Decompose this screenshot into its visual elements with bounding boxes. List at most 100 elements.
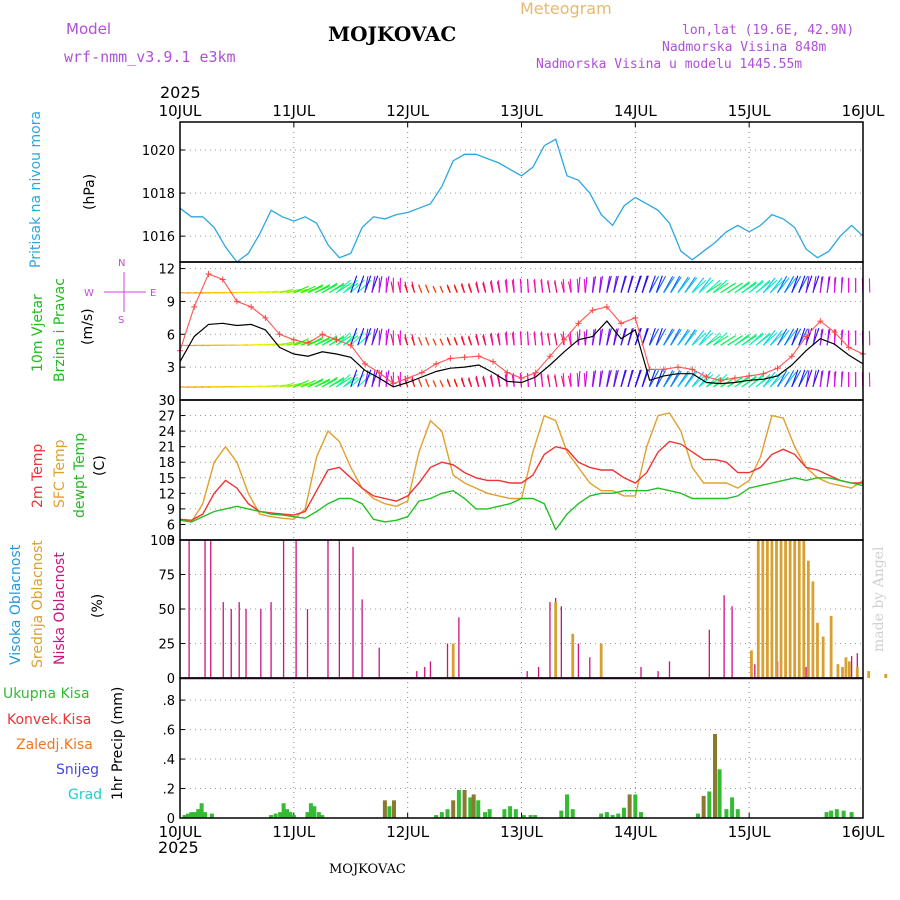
wind-barb xyxy=(404,284,409,293)
mid-cloud-bar xyxy=(788,540,792,678)
wind-gust-marker xyxy=(532,369,539,376)
x-tick-label-bottom: 14JUL xyxy=(614,823,657,841)
wind-barb xyxy=(583,278,586,293)
x-tick-label-top: 10JUL xyxy=(159,102,202,120)
footer-station: MOJKOVAC xyxy=(329,862,406,877)
wind-gust-marker xyxy=(433,360,440,367)
precip-bar xyxy=(724,809,729,818)
wind-gust-marker xyxy=(660,366,667,373)
wind-barb xyxy=(425,286,430,293)
wind-barb xyxy=(258,291,270,294)
precip-bar xyxy=(456,790,461,818)
wind-barb xyxy=(705,279,721,294)
mid-cloud-bar xyxy=(855,666,859,678)
wind-barb xyxy=(791,275,799,293)
y-tick-label: 3 xyxy=(167,534,175,549)
wind-barb xyxy=(350,369,358,388)
wind-barb xyxy=(713,282,729,294)
wind-barb xyxy=(411,337,416,346)
meteogram-title: Meteogram xyxy=(520,0,612,18)
wind-barb xyxy=(762,277,776,294)
wind-gust-marker xyxy=(703,374,710,380)
precip-bar xyxy=(468,797,473,818)
wind-gust-marker xyxy=(774,365,781,372)
wind-barb xyxy=(577,276,581,293)
y-tick-label: .8 xyxy=(163,694,175,709)
precip-bar xyxy=(841,810,846,818)
wind-barb xyxy=(784,328,795,346)
wind-barb xyxy=(482,334,487,346)
wind-barb xyxy=(533,332,537,346)
wind-barb xyxy=(798,369,806,388)
wind-barb xyxy=(272,343,285,346)
wind-barb xyxy=(712,279,728,294)
precip-legend-grad: Grad xyxy=(68,787,103,803)
temp-title-sfc: SFC Temp xyxy=(52,439,68,508)
wind-gust-marker xyxy=(546,353,553,360)
wind-barb xyxy=(599,276,604,293)
wind-barb xyxy=(720,335,736,346)
precip-bar xyxy=(199,803,204,818)
wind-barb xyxy=(655,328,663,346)
precip-bar xyxy=(824,812,829,818)
wind-barb xyxy=(533,280,537,293)
wind-barb xyxy=(748,373,764,388)
precip-bar xyxy=(445,809,450,818)
precip-bar xyxy=(508,806,513,818)
cloud-unit: (%) xyxy=(90,593,106,618)
wind-barb xyxy=(569,278,572,293)
wind-barb xyxy=(641,328,649,346)
precip-legend-konv: Konvek.Kisa xyxy=(7,712,92,728)
wind-gust-marker xyxy=(475,353,482,360)
wind-gust-marker xyxy=(461,354,468,361)
wind-barb xyxy=(350,279,365,294)
wind-barb xyxy=(520,278,523,293)
wind-barb xyxy=(350,328,358,346)
precip-bar xyxy=(305,812,310,818)
x-tick-label-top: 12JUL xyxy=(386,102,429,120)
mid-cloud-bar xyxy=(779,540,783,678)
wind-barb xyxy=(468,282,473,293)
cloud-title-mid: Srednja Oblacnost xyxy=(30,540,46,668)
wind-barb xyxy=(251,291,263,294)
x-tick-label-top: 15JUL xyxy=(728,102,771,120)
wind-barb xyxy=(712,332,728,346)
panel-frame-precip xyxy=(179,677,864,819)
wind-barb xyxy=(599,328,604,346)
pressure-line xyxy=(179,138,864,263)
wind-barb xyxy=(439,380,444,388)
wind-barb xyxy=(706,335,722,346)
wind-barb xyxy=(553,281,558,293)
precip-bar xyxy=(203,812,208,818)
wind-barb xyxy=(418,380,423,388)
precip-bar xyxy=(730,797,735,818)
wind-barb xyxy=(777,328,788,346)
precip-legend-zal: Zaledj.Kisa xyxy=(16,737,93,753)
mid-cloud-bar xyxy=(750,650,753,678)
mid-cloud-bar xyxy=(797,540,801,678)
precip-bar xyxy=(483,812,488,818)
wind-barb xyxy=(364,276,369,293)
temp-unit: (C) xyxy=(92,455,108,476)
x-tick-label-bottom: 11JUL xyxy=(272,823,315,841)
wind-barb xyxy=(279,288,294,294)
mid-cloud-bar xyxy=(811,581,815,678)
wind-gust-marker xyxy=(333,336,340,343)
wind-barb xyxy=(446,284,451,293)
precip-bar xyxy=(633,794,638,818)
wind-barb xyxy=(461,335,466,346)
precip-legend-snow: Snijeg xyxy=(56,762,100,778)
precip-bar xyxy=(707,791,712,818)
y-tick-label: 0 xyxy=(167,812,175,827)
station-title: MOJKOVAC xyxy=(328,22,457,46)
wind-barb xyxy=(720,282,736,294)
wind-barb xyxy=(691,330,705,346)
wind-barb xyxy=(734,333,750,346)
y-tick-label: 9 xyxy=(167,295,175,310)
temp-title-2m: 2m Temp xyxy=(30,443,46,508)
wind-barb xyxy=(655,275,663,293)
wind-barb xyxy=(819,371,823,387)
wind-barb xyxy=(411,284,416,293)
wind-barb xyxy=(606,369,612,387)
y-tick-label: 1018 xyxy=(142,187,175,202)
